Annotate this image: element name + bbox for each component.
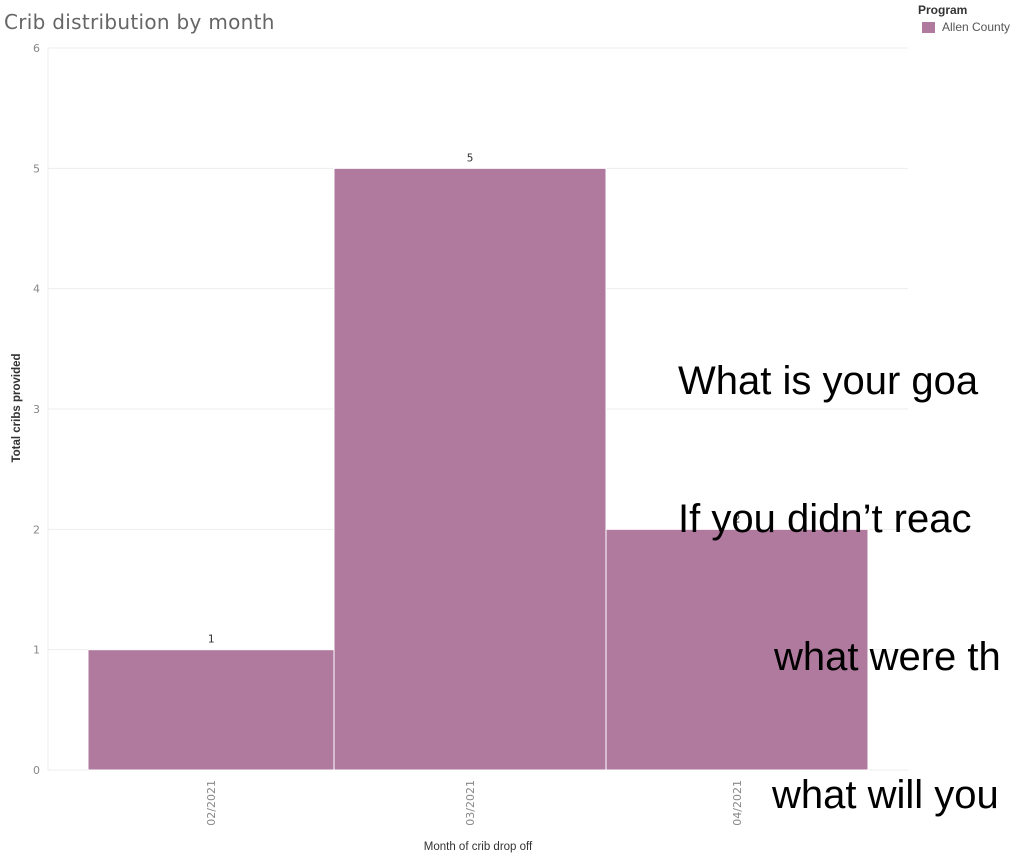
overlay-line-1: What is your goa <box>678 359 979 403</box>
y-tick-label: 3 <box>33 403 40 416</box>
y-tick-label: 4 <box>33 283 40 296</box>
bar-03-2021[interactable] <box>333 167 607 771</box>
y-tick-label: 1 <box>33 644 40 657</box>
y-tick-label: 0 <box>33 764 40 777</box>
legend-label: Allen County <box>942 20 1011 34</box>
bar-02-2021[interactable] <box>87 649 335 771</box>
overlay-line-4: what will you <box>772 773 999 817</box>
data-label: 1 <box>208 633 215 646</box>
overlay-line-3: what were th <box>774 635 1001 679</box>
overlay-line-2: If you didn’t reac <box>678 497 972 541</box>
x-axis-ticks: 02/2021 03/2021 04/2021 <box>205 780 744 826</box>
x-tick-label: 02/2021 <box>205 780 218 826</box>
legend-swatch <box>922 21 935 33</box>
bars <box>87 167 869 771</box>
chart-title: Crib distribution by month <box>4 10 275 34</box>
y-tick-label: 6 <box>33 42 40 55</box>
y-tick-label: 5 <box>33 162 40 175</box>
overlay-question-text: What is your goa If you didn’t reac what… <box>678 266 1022 864</box>
data-label: 2 <box>734 512 741 525</box>
data-labels: 1 5 2 <box>208 151 741 645</box>
legend-title: Program <box>918 3 968 17</box>
x-tick-label: 04/2021 <box>731 780 744 826</box>
y-tick-label: 2 <box>33 523 40 536</box>
x-tick-label: 03/2021 <box>464 780 477 826</box>
y-axis-ticks: 0 1 2 3 4 5 6 <box>33 42 40 777</box>
legend-item-allen-county[interactable]: Allen County <box>918 20 1010 34</box>
x-axis-label: Month of crib drop off <box>424 841 533 853</box>
legend: Program Allen County <box>918 3 1010 34</box>
data-label: 5 <box>467 151 474 164</box>
bar-04-2021[interactable] <box>605 528 869 771</box>
y-axis-label: Total cribs provided <box>11 353 23 462</box>
